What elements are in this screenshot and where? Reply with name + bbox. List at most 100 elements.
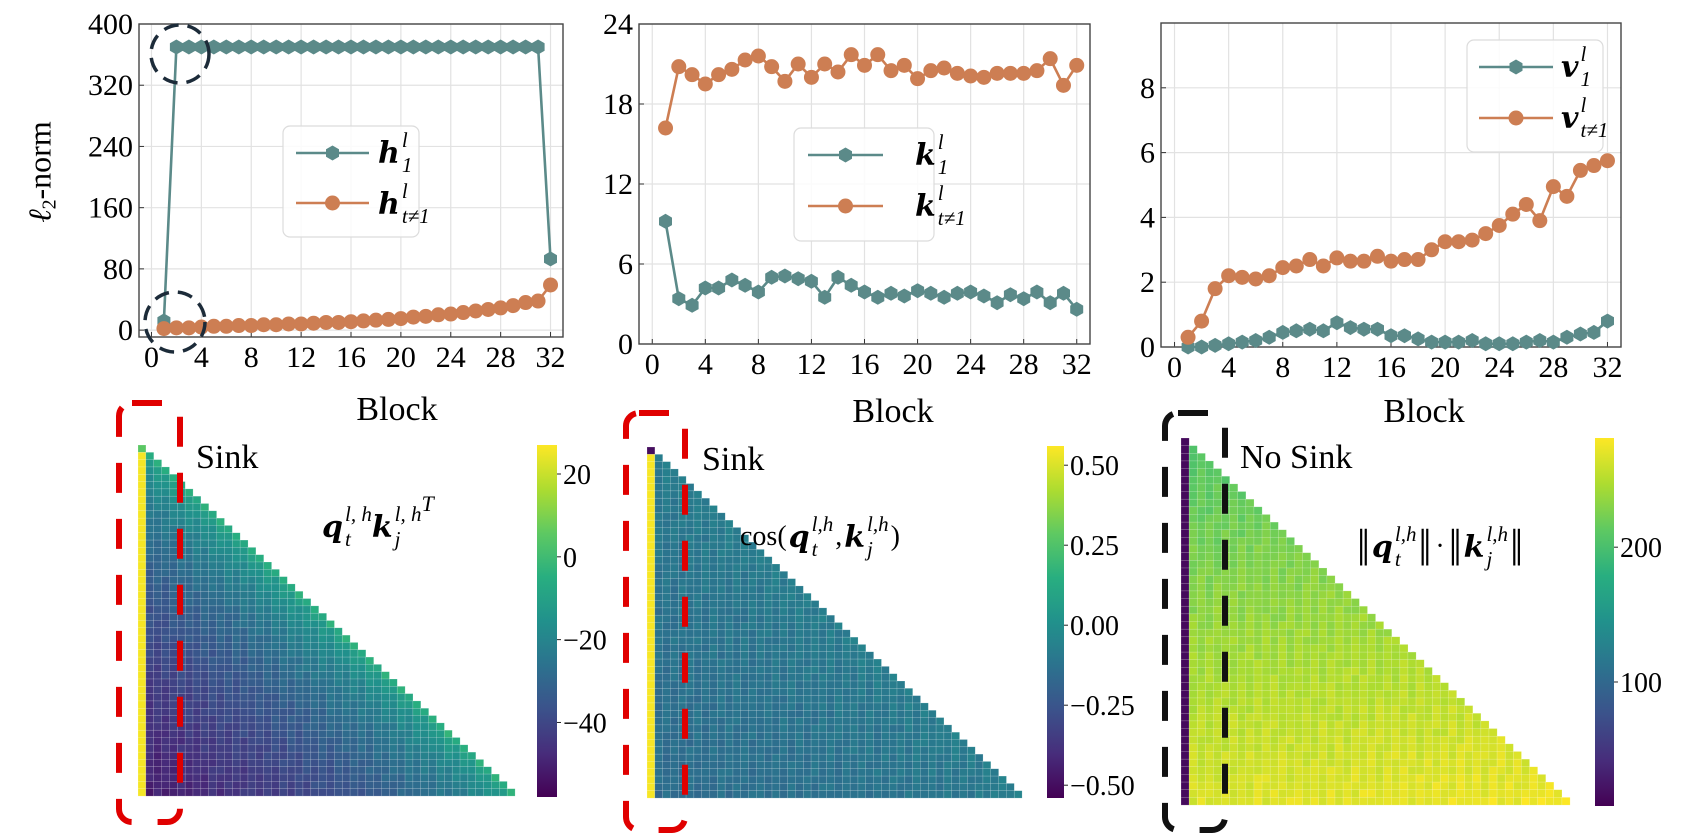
heatmap-cell — [1310, 766, 1320, 775]
heatmap-cell — [412, 788, 422, 797]
heatmap-cell — [810, 629, 820, 638]
heatmap-cell — [1261, 774, 1271, 783]
heatmap-cell — [685, 644, 695, 653]
heatmap-cell — [857, 783, 867, 792]
heatmap-cell — [724, 600, 734, 609]
heatmap-cell — [373, 678, 382, 687]
heatmap-cell — [1464, 705, 1474, 714]
heatmap-cell — [873, 731, 882, 740]
heatmap-cell — [904, 710, 913, 718]
series-token-1 — [1181, 313, 1614, 355]
heatmap-cell — [865, 673, 874, 682]
heatmap-cell — [842, 702, 851, 711]
heatmap-cell — [834, 636, 843, 645]
heatmap-cell — [161, 671, 170, 680]
heatmap-cell — [779, 680, 788, 689]
heatmap-cell — [771, 666, 781, 675]
heatmap-cell — [326, 729, 335, 738]
data-point — [268, 317, 284, 333]
heatmap-cell — [1472, 781, 1482, 791]
heatmap-cell — [1294, 621, 1303, 630]
heatmap-cell — [184, 598, 194, 607]
data-point — [1506, 336, 1520, 352]
heatmap-cell — [263, 686, 272, 694]
heatmap-cell — [169, 583, 178, 592]
heatmap-cell — [1326, 583, 1336, 592]
heatmap-cell — [153, 729, 162, 738]
heatmap-cell — [1504, 766, 1514, 775]
heatmap-cell — [216, 656, 225, 665]
heatmap-cell — [1407, 758, 1417, 768]
heatmap-cell — [1488, 735, 1498, 745]
heatmap-cell — [1399, 659, 1409, 668]
heatmap-cell — [1196, 651, 1206, 661]
heatmap-cell — [239, 642, 249, 651]
heatmap-cell — [310, 759, 319, 768]
heatmap-cell — [810, 710, 820, 718]
data-point — [381, 39, 395, 55]
data-point — [430, 307, 446, 323]
heatmap-cell — [693, 680, 703, 689]
heatmap-cell — [834, 644, 843, 653]
heatmap-cell — [1180, 575, 1190, 584]
heatmap-cell — [396, 759, 406, 768]
heatmap-cell — [239, 649, 249, 658]
heatmap-cell — [740, 783, 749, 792]
heatmap-cell — [1245, 720, 1255, 729]
heatmap-cell — [192, 525, 202, 534]
heatmap-cell — [662, 775, 671, 784]
heatmap-cell — [1359, 781, 1368, 791]
heatmap-cell — [161, 744, 170, 753]
heatmap-cell — [771, 622, 781, 631]
heatmap-cell — [1229, 636, 1239, 645]
heatmap-cell — [1245, 781, 1255, 791]
heatmap-cell — [654, 534, 663, 543]
heatmap-cell — [1302, 766, 1312, 775]
heatmap-cell — [184, 766, 194, 775]
heatmap-cell — [857, 717, 867, 726]
heatmap-cell — [341, 678, 351, 687]
heatmap-cell — [404, 766, 414, 775]
heatmap-cell — [1180, 766, 1190, 775]
data-point — [418, 308, 434, 324]
heatmap-cell — [685, 746, 695, 755]
heatmap-cell — [1407, 659, 1417, 668]
heatmap-cell — [779, 607, 788, 616]
heatmap-cell — [1253, 751, 1263, 760]
heatmap-cell — [224, 722, 233, 731]
data-point — [182, 39, 196, 55]
heatmap-cell — [1196, 521, 1206, 531]
heatmap-cell — [145, 773, 155, 782]
heatmap-cell — [208, 532, 217, 541]
heatmap-cell — [1310, 728, 1320, 737]
heatmap-cell — [279, 693, 288, 702]
heatmap-cell — [294, 700, 304, 709]
heatmap-cell — [334, 766, 343, 775]
x-tick-label: 24 — [956, 348, 986, 381]
heatmap-cell — [1278, 659, 1287, 668]
heatmap-cell — [717, 527, 726, 536]
heatmap-cell — [1269, 728, 1279, 737]
x-tick-label: 32 — [1592, 351, 1622, 384]
heatmap-cell — [153, 751, 162, 760]
heatmap-cell — [161, 656, 170, 665]
heatmap-cell — [279, 627, 288, 636]
heatmap-cell — [1310, 690, 1320, 699]
heatmap-cell — [506, 788, 516, 797]
heatmap-cell — [826, 761, 835, 770]
data-point — [543, 277, 559, 293]
heatmap-cell — [654, 753, 663, 762]
heatmap-cell — [1237, 651, 1247, 661]
colorbar-tick-label: 20 — [563, 460, 591, 491]
heatmap-cell — [670, 483, 679, 492]
heatmap-cell — [153, 569, 162, 577]
heatmap-cell — [271, 729, 280, 738]
heatmap-cell — [904, 753, 913, 762]
heatmap-cell — [888, 710, 898, 718]
heatmap-cell — [1253, 514, 1263, 523]
heatmap-cell — [1180, 797, 1190, 806]
heatmap-cell — [451, 759, 461, 768]
legend-marker — [1509, 59, 1523, 75]
heatmap-cell — [959, 746, 968, 755]
